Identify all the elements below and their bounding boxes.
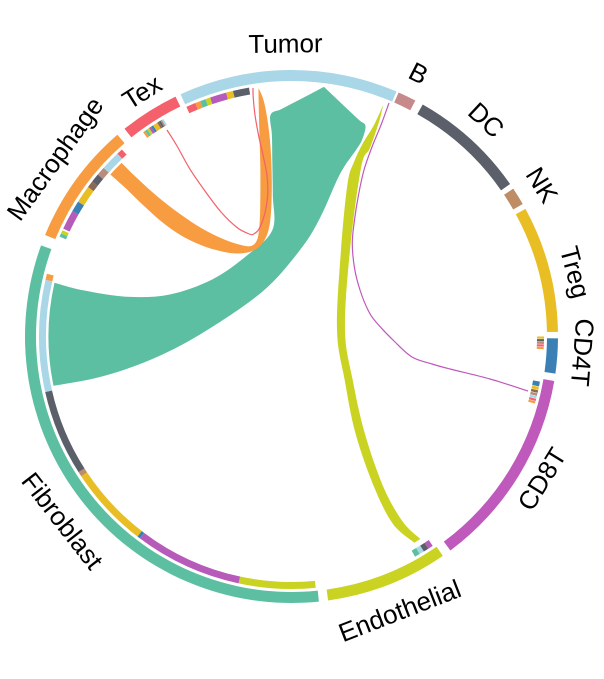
svg-text:CD4T: CD4T (565, 317, 600, 387)
svg-text:Tumor: Tumor (248, 28, 323, 59)
